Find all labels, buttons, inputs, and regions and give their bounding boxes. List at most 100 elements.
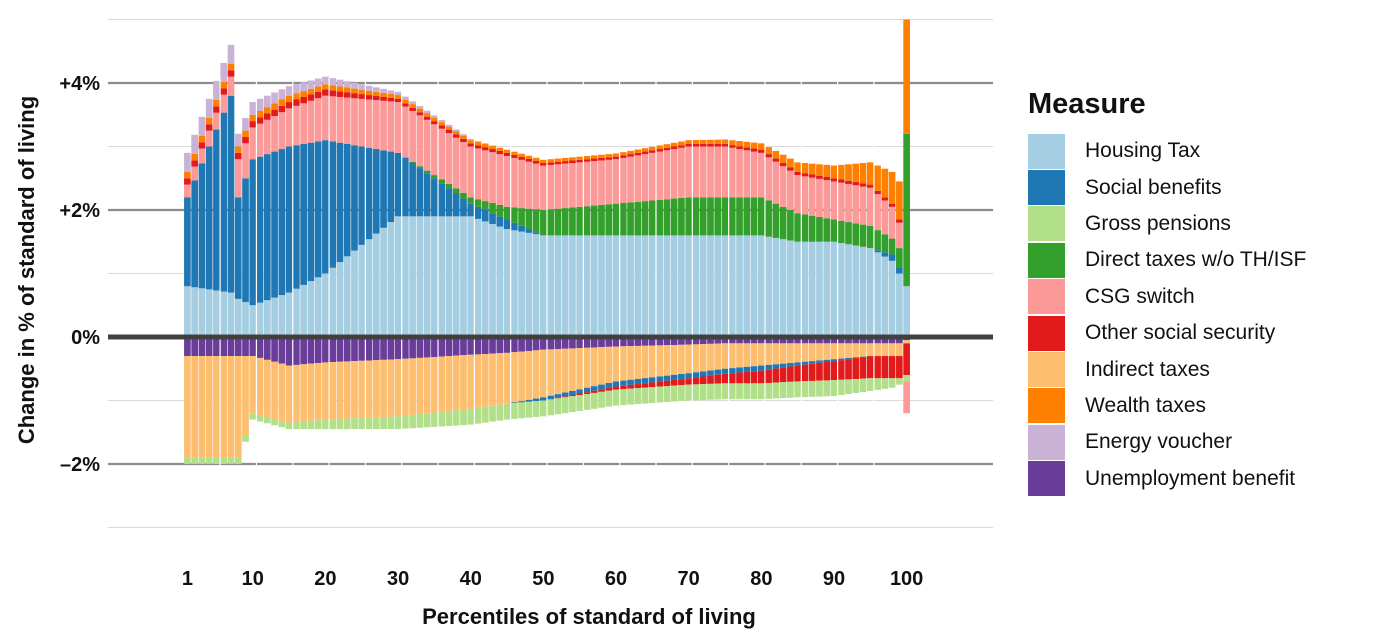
bar-segment <box>271 418 278 426</box>
bar-segment <box>300 103 307 144</box>
bar-segment <box>438 356 446 412</box>
bar-segment <box>656 376 663 382</box>
bar-segment <box>554 208 562 236</box>
bar-segment <box>234 133 242 147</box>
legend: Measure Housing Tax Social benefits Gross … <box>1028 88 1368 497</box>
bar-segment <box>728 145 736 148</box>
bar-segment <box>336 96 344 143</box>
bar-segment <box>329 267 337 337</box>
bar-segment <box>358 84 366 90</box>
bar-segment <box>903 133 910 287</box>
bar-segment <box>852 163 860 183</box>
bar-segment <box>293 93 300 100</box>
bar-segment <box>576 389 584 394</box>
bar-segment <box>859 343 867 357</box>
bar-segment <box>685 235 693 337</box>
bar-segment <box>866 162 874 185</box>
legend-label: CSG switch <box>1085 284 1195 308</box>
bar-segment <box>278 89 286 100</box>
bar-segment <box>518 231 525 337</box>
legend-swatch <box>1028 170 1065 206</box>
bar-segment <box>365 337 373 361</box>
bar-segment <box>445 337 453 357</box>
bar-segment <box>903 381 910 414</box>
bar-segment <box>205 337 213 357</box>
bar-segment <box>619 155 627 158</box>
bar-segment <box>634 345 642 379</box>
bar-segment <box>765 147 772 155</box>
bar-segment <box>728 343 736 369</box>
bar-segment <box>678 197 685 236</box>
bar-segment <box>605 157 613 160</box>
bar-segment <box>554 161 562 165</box>
bar-segment <box>525 350 533 400</box>
bar-segment <box>402 216 409 337</box>
bar-segment <box>336 91 344 97</box>
bar-segment <box>198 116 206 136</box>
bar-segment <box>801 364 809 382</box>
bar-segment <box>757 197 765 236</box>
bar-segment <box>532 232 540 235</box>
bar-segment <box>779 382 787 399</box>
bar-segment <box>569 163 576 208</box>
bar-segment <box>649 150 656 153</box>
bar-segment <box>590 158 598 162</box>
bar-segment <box>489 149 496 153</box>
bar-segment <box>888 260 896 337</box>
bar-segment <box>612 203 620 236</box>
bar-segment <box>409 161 416 164</box>
bar-segment <box>757 365 765 371</box>
bar-segment <box>583 337 591 348</box>
bar-segment <box>663 380 671 387</box>
bar-segment <box>634 152 642 156</box>
bar-segment <box>249 127 257 160</box>
bar-segment <box>314 98 322 142</box>
bar-segment <box>881 234 889 253</box>
bar-segment <box>750 383 758 400</box>
bar-segment <box>830 380 838 397</box>
bar-segment <box>372 87 380 92</box>
bar-segment <box>445 411 453 426</box>
bar-segment <box>191 153 198 161</box>
bar-segment <box>423 173 431 217</box>
bar-segment <box>772 343 780 365</box>
bar-segment <box>518 208 525 226</box>
bar-segment <box>823 337 831 344</box>
bar-segment <box>372 91 380 97</box>
bar-segment <box>852 343 860 358</box>
bar-segment <box>322 89 329 96</box>
bar-segment <box>685 384 693 401</box>
bar-segment <box>816 380 823 397</box>
bar-segment <box>707 343 714 371</box>
bar-segment <box>438 183 446 217</box>
bar-segment <box>336 86 344 92</box>
bar-segment <box>721 139 729 144</box>
bar-segment <box>728 197 736 236</box>
bar-segment <box>409 101 416 105</box>
bar-segment <box>525 337 533 351</box>
x-tick-label: 10 <box>242 568 264 590</box>
bar-segment <box>656 149 663 152</box>
bar-segment <box>481 337 489 355</box>
bar-segment <box>721 343 729 369</box>
bar-segment <box>329 90 337 97</box>
bar-segment <box>765 343 772 365</box>
bar-segment <box>474 354 482 408</box>
bar-segment <box>481 143 489 148</box>
bar-segment <box>387 101 395 152</box>
bar-segment <box>830 361 838 381</box>
bar-segment <box>532 401 540 418</box>
bar-segment <box>205 457 213 464</box>
bar-segment <box>699 384 707 400</box>
bar-segment <box>329 78 337 86</box>
bar-segment <box>184 356 191 458</box>
bar-segment <box>794 171 801 176</box>
bar-segment <box>816 216 823 242</box>
bar-segment <box>314 363 322 421</box>
x-tick-label: 40 <box>460 568 482 590</box>
bar-segment <box>438 179 446 184</box>
bar-segment <box>656 386 663 403</box>
bar-segment <box>641 378 649 384</box>
bar-segment <box>365 85 373 91</box>
